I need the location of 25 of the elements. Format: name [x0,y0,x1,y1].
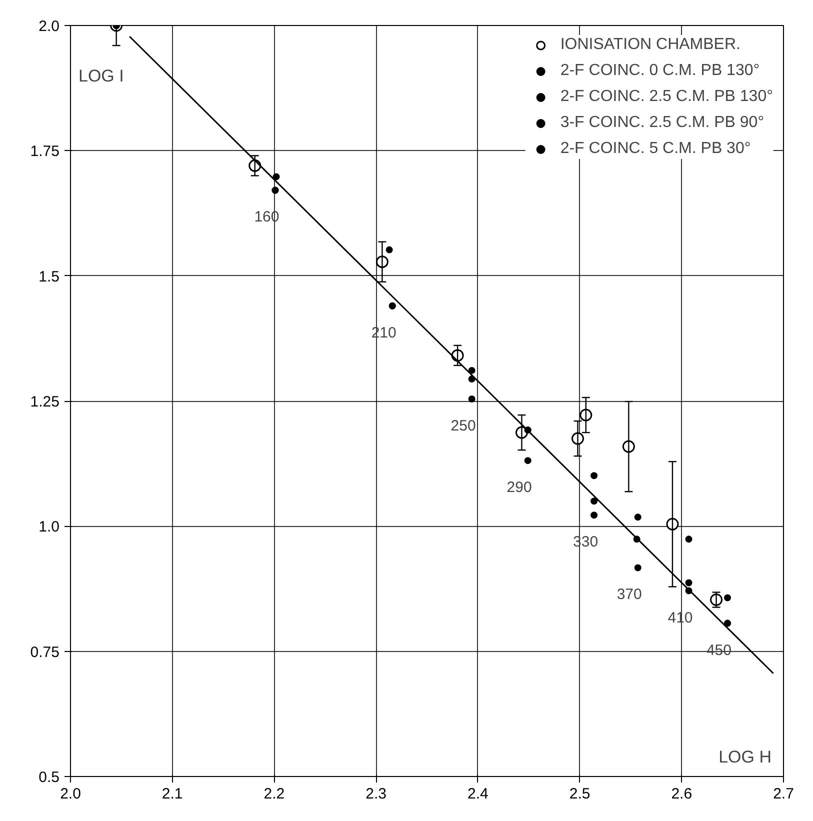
annotation: 250 [450,417,476,434]
legend-label: 2-F COINC. 0 C.M. PB 130° [560,62,760,80]
y-axis-title: LOG I [78,66,124,86]
y-tick-label: 1.5 [38,268,60,286]
annotation: 370 [616,586,642,604]
y-tick-label: 1.25 [30,394,60,410]
y-tick-label: 1.75 [30,143,60,160]
y-tick-label: 0.5 [38,769,60,786]
x-tick-label: 2.1 [162,786,183,802]
legend-label: IONISATION CHAMBER. [560,36,740,54]
x-axis-title: LOG H [718,748,772,766]
annotation: 290 [506,479,532,496]
legend-label: 2-F COINC. 2.5 C.M. PB 130° [560,88,773,106]
x-tick-label: 2.2 [264,786,285,802]
x-tick-label: 2.3 [366,786,387,802]
y-tick-label: 1.0 [38,518,60,536]
legend-label: 3-F COINC. 2.5 C.M. PB 90° [560,114,764,132]
y-tick-label: 2.0 [38,18,60,35]
y-tick-label: 0.75 [30,644,60,661]
x-tick-label: 2.7 [773,786,794,802]
x-tick-label: 2.6 [671,786,692,802]
x-tick-label: 2.0 [60,786,81,802]
x-tick-label: 2.4 [468,786,488,802]
legend-label: 2-F COINC. 5 C.M. PB 30° [560,140,751,158]
x-tick-label: 2.5 [569,786,590,802]
